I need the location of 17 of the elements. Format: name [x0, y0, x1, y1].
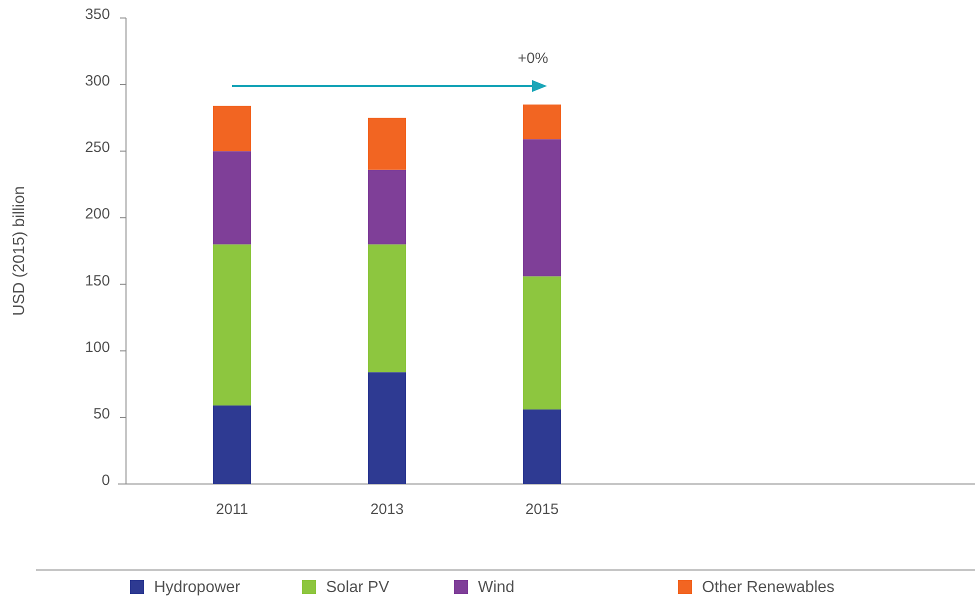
y-tick-label: 50: [93, 405, 110, 422]
x-tick-label: 2013: [370, 501, 404, 518]
y-tick-label: 350: [84, 6, 110, 23]
y-tick-label: 150: [84, 272, 110, 290]
legend-label: Hydropower: [154, 579, 241, 596]
annotation: +0%: [518, 50, 548, 67]
y-tick-label: 250: [84, 139, 110, 156]
legend-label: Wind: [478, 579, 514, 596]
y-tick-label: 200: [84, 206, 110, 223]
x-tick-label: 2015: [525, 501, 559, 518]
y-axis-title: USD (2015) billion: [11, 186, 28, 316]
y-tick-label: 300: [84, 72, 110, 90]
y-tick-label: 100: [84, 338, 110, 356]
legend-label: Solar PV: [326, 579, 390, 596]
y-tick-label: 0: [102, 472, 110, 489]
x-tick-label: 2011: [216, 501, 248, 518]
legend-label: Other Renewables: [702, 579, 835, 596]
